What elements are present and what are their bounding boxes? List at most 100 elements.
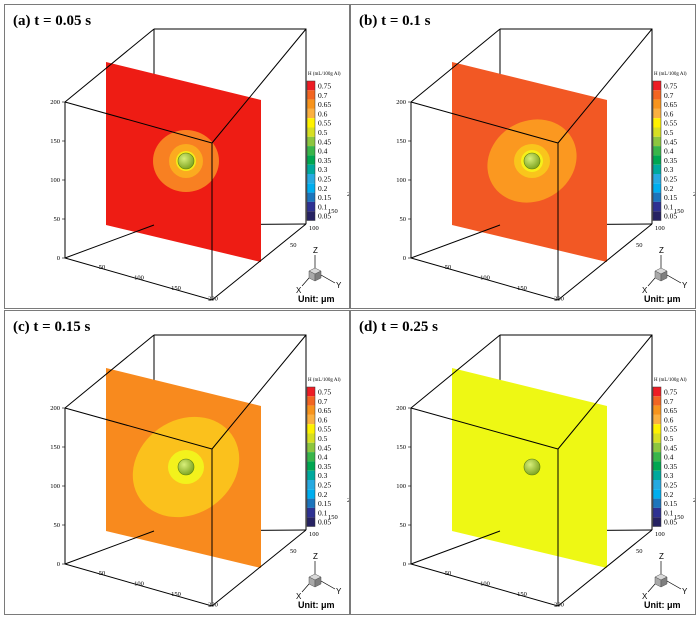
- legend-swatch: [307, 517, 315, 527]
- legend-swatch: [307, 414, 315, 425]
- legend-swatch: [653, 387, 661, 397]
- pore-bubble: [523, 458, 541, 476]
- z-tick-label: 150: [50, 138, 60, 145]
- z-tick-label: 150: [396, 444, 406, 451]
- x-tick-label: 100: [134, 275, 144, 282]
- y-tick-label: 100: [655, 225, 665, 232]
- legend-swatch: [307, 90, 315, 100]
- legend-frame: [306, 386, 316, 527]
- z-tick-label: 100: [396, 483, 406, 490]
- legend-label: 0.55: [318, 119, 331, 128]
- legend-swatch: [307, 461, 315, 471]
- legend-swatch: [653, 174, 661, 184]
- box-front-edges: [410, 334, 653, 607]
- box-front-edges: [410, 28, 653, 301]
- legend-swatch: [307, 164, 315, 174]
- panel-b: (b) t = 0.1 s 200 150 100 50 0 50 100 150 200 50 10…: [350, 4, 696, 309]
- triad-cube-right: [314, 270, 322, 282]
- legend-label: 0.6: [318, 415, 328, 424]
- unit-label: Unit: μm: [298, 294, 335, 304]
- legend-swatch: [307, 136, 315, 147]
- panel-title: (b) t = 0.1 s: [359, 13, 431, 29]
- triad-y-axis: [320, 580, 336, 590]
- legend-swatch: [307, 127, 315, 137]
- legend-swatch: [653, 136, 661, 147]
- legend-swatch: [307, 155, 315, 165]
- legend-swatch: [653, 155, 661, 165]
- legend-swatch: [653, 211, 661, 221]
- x-tick-label: 200: [208, 602, 218, 609]
- triad-y-label: Y: [682, 281, 688, 290]
- legend-swatch: [653, 498, 661, 508]
- legend-label: 0.3: [318, 471, 328, 480]
- z-tick-label: 50: [54, 216, 61, 223]
- legend-swatch: [653, 414, 661, 425]
- legend-label: 0.3: [664, 165, 674, 174]
- legend-label: 0.15: [318, 193, 331, 202]
- legend-label: 0.5: [318, 128, 328, 137]
- legend-swatch: [653, 507, 661, 518]
- legend-swatch: [307, 433, 315, 443]
- triad-y-axis: [666, 274, 682, 284]
- legend-label: 0.75: [664, 82, 677, 91]
- z-tick-label: 100: [396, 177, 406, 184]
- legend-swatch: [653, 452, 661, 462]
- panel-d: (d) t = 0.25 s 200 150 100 50 0 50 100 150 200 50 1…: [350, 310, 696, 615]
- triad-z-label: Z: [313, 552, 318, 561]
- triad-x-axis: [301, 277, 310, 287]
- legend-swatch: [653, 470, 661, 480]
- z-tick-label: 50: [400, 522, 407, 529]
- legend-label: 0.35: [664, 462, 677, 471]
- triad-x-label: X: [296, 592, 302, 601]
- legend-swatch: [307, 192, 315, 202]
- legend-swatch: [307, 183, 315, 193]
- triad-z-label: Z: [659, 246, 664, 255]
- legend-swatch: [653, 424, 661, 434]
- y-tick-label: 50: [636, 548, 643, 555]
- legend-swatch: [653, 164, 661, 174]
- legend-swatch: [653, 489, 661, 499]
- legend-label: 0.25: [664, 175, 677, 184]
- legend-label: 0.7: [664, 397, 674, 406]
- triad-y-axis: [320, 274, 336, 284]
- legend-label: 0.15: [664, 499, 677, 508]
- panel-c: (c) t = 0.15 s 200 150 100 50 0 50 100 150 200 50 1…: [4, 310, 350, 615]
- y-tick-label: 150: [328, 514, 338, 521]
- panel-svg: (b) t = 0.1 s 200 150 100 50 0 50 100 150 200 50 10…: [359, 13, 695, 304]
- panel-title: (d) t = 0.25 s: [359, 319, 438, 335]
- legend-label: 0.65: [318, 406, 331, 415]
- y-tick-label: 200: [347, 497, 350, 504]
- legend-swatch: [307, 424, 315, 434]
- legend-label: 0.2: [664, 184, 674, 193]
- legend-swatch: [307, 470, 315, 480]
- legend-swatch: [307, 489, 315, 499]
- legend-label: 0.6: [664, 415, 674, 424]
- legend-swatch: [307, 405, 315, 415]
- triad-y-label: Y: [682, 587, 688, 596]
- panel-a: (a) t = 0.05 s 200 150 100 50 0 50 100 150 200 50 1…: [4, 4, 350, 309]
- legend-label: 0.5: [664, 128, 674, 137]
- y-tick-label: 150: [328, 208, 338, 215]
- legend-title: H (mL/100g Al): [308, 378, 341, 383]
- legend-label: 0.6: [318, 109, 328, 118]
- legend-swatch: [653, 183, 661, 193]
- legend-swatch: [307, 480, 315, 490]
- z-tick-label: 200: [396, 405, 406, 412]
- legend-swatch: [307, 146, 315, 156]
- triad-y-axis: [666, 580, 682, 590]
- y-tick-label: 50: [290, 242, 297, 249]
- legend-label: 0.65: [664, 100, 677, 109]
- legend-frame: [306, 80, 316, 221]
- triad-z-label: Z: [313, 246, 318, 255]
- panel-svg: (a) t = 0.05 s 200 150 100 50 0 50 100 150 200 50 1…: [13, 13, 349, 304]
- x-tick-label: 50: [99, 570, 106, 577]
- legend-label: 0.15: [318, 499, 331, 508]
- z-tick-label: 100: [50, 483, 60, 490]
- legend-title: H (mL/100g Al): [308, 72, 341, 77]
- legend-label: 0.45: [664, 137, 677, 146]
- legend-swatch: [653, 517, 661, 527]
- z-tick-label: 0: [403, 255, 406, 262]
- x-tick-label: 100: [480, 581, 490, 588]
- legend-label: 0.75: [664, 388, 677, 397]
- legend-swatch: [307, 81, 315, 91]
